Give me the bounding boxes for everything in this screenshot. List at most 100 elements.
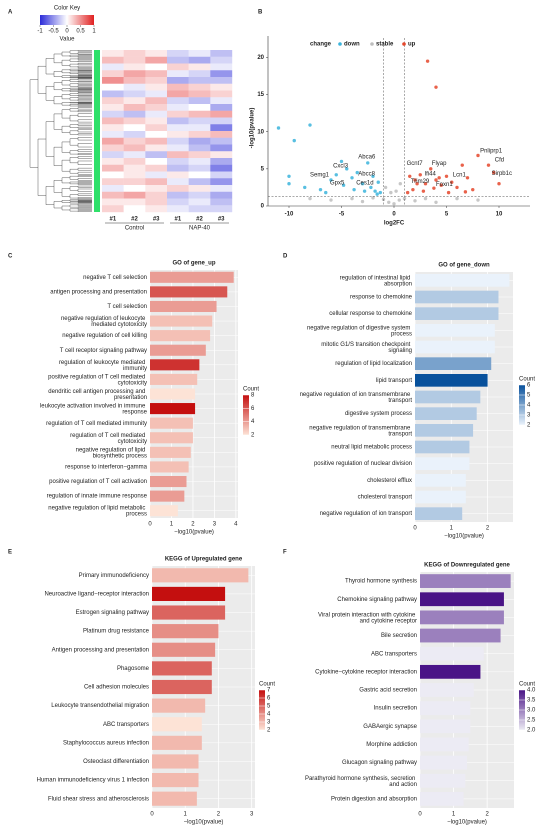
x-tick-label: 2 [485, 812, 489, 818]
bar [420, 683, 474, 697]
column-label: #3 [153, 217, 160, 223]
heatmap-cell [102, 70, 124, 78]
point [318, 187, 323, 192]
category-label: regulation of T cell mediated immunity [46, 421, 147, 427]
legend-label: up [408, 42, 416, 48]
heatmap-cell [167, 56, 189, 64]
dendrogram [29, 50, 92, 212]
heatmap-cell [188, 97, 211, 105]
heatmap-cell [145, 97, 168, 105]
x-tick-label: 0 [418, 812, 422, 818]
category-label: Viral protein interaction with cytokine … [318, 612, 417, 624]
chart-title: GO of gene_down [438, 263, 490, 269]
heatmap-cell [145, 144, 168, 152]
colorbar-tick-label: 2 [527, 423, 531, 429]
point [350, 176, 354, 180]
bar [150, 373, 198, 385]
colorbar-tick-label: 8 [251, 393, 255, 399]
point [423, 196, 428, 201]
point [394, 189, 398, 193]
category-label: ABC transporters [103, 722, 149, 728]
point [434, 178, 438, 182]
row-side-bar [94, 50, 100, 212]
panel-letter: F [283, 550, 287, 556]
bar [150, 505, 178, 517]
point [455, 185, 459, 190]
point [398, 182, 402, 186]
category-label: Bile secretion [381, 633, 417, 639]
bar [152, 754, 199, 769]
chart-title: GO of gene_up [172, 261, 215, 267]
colorbar-tick-label: 3.5 [527, 698, 536, 704]
heatmap-cell [102, 171, 124, 179]
category-label: Gastric acid secretion [359, 688, 417, 694]
colorbar-tick-label: 4 [527, 403, 531, 409]
point [334, 173, 338, 177]
category-label: regulation of innate immune response [47, 494, 148, 500]
heatmap-cell [210, 70, 233, 78]
colorbar [243, 395, 249, 435]
point [292, 138, 296, 143]
bar [150, 359, 200, 371]
point [308, 123, 312, 127]
bar [415, 507, 463, 520]
bar [150, 417, 193, 429]
key-tick-label: -1 [37, 29, 43, 35]
heatmap-cell [188, 158, 211, 165]
heatmap-cell [145, 178, 168, 186]
heatmap-cell [188, 110, 211, 118]
point [460, 163, 464, 167]
bar [415, 457, 470, 470]
heatmap-cell [102, 185, 124, 192]
heatmap-cell [102, 198, 124, 206]
heatmap-cell [123, 110, 146, 118]
category-label: regulation of T cell mediated cytotoxici… [70, 432, 147, 444]
point [352, 187, 356, 192]
bar [152, 624, 219, 639]
bar [150, 271, 234, 283]
heatmap-cell [123, 171, 146, 179]
heatmap-cell [210, 151, 233, 159]
column-label: #2 [196, 217, 203, 223]
heatmap-cell [210, 164, 233, 172]
gene-label: Gcnt7 [407, 161, 424, 167]
legend-label: down [344, 42, 360, 48]
point [303, 185, 307, 190]
key-tick-label: 0 [65, 29, 69, 35]
x-tick-label: 2 [191, 522, 195, 528]
legend-title: Count [519, 377, 535, 383]
heatmap-cell [102, 63, 124, 71]
bar [420, 792, 464, 806]
x-tick-label: 0 [150, 812, 154, 818]
category-label: Osteoclast differentiation [83, 759, 149, 765]
bar [420, 773, 466, 788]
colorbar-tick-label: 5 [267, 704, 271, 710]
heatmap-cell [123, 63, 146, 71]
category-label: Primary immunodeficiency [79, 573, 149, 579]
point [373, 189, 377, 193]
heatmap-cell [167, 131, 189, 138]
heatmap-cell [102, 131, 124, 138]
gene-label: Cfd [495, 158, 504, 164]
bar [150, 446, 191, 458]
chart-title: KEGG of Upregulated gene [165, 557, 243, 563]
bar [420, 628, 501, 643]
heatmap-cell [123, 97, 146, 105]
category-label: negative T cell selection [83, 275, 147, 281]
point [287, 182, 291, 186]
heatmap-cell [123, 185, 146, 192]
point [425, 59, 430, 63]
x-tick-label: 3 [213, 522, 217, 528]
point [397, 198, 401, 202]
x-tick-label: 1 [450, 526, 454, 532]
category-label: cellular response to chemokine [329, 311, 412, 317]
gene-label: Sirpb1c [492, 171, 512, 177]
category-label: Insulin secretion [374, 706, 417, 712]
x-tick-label: 5 [445, 212, 449, 218]
category-label: Staphylococcus aureus infection [63, 740, 149, 746]
legend-title: Count [243, 387, 259, 393]
heatmap-cell [210, 171, 233, 179]
legend-swatch [338, 42, 342, 46]
point [287, 174, 291, 178]
bar [152, 679, 212, 695]
